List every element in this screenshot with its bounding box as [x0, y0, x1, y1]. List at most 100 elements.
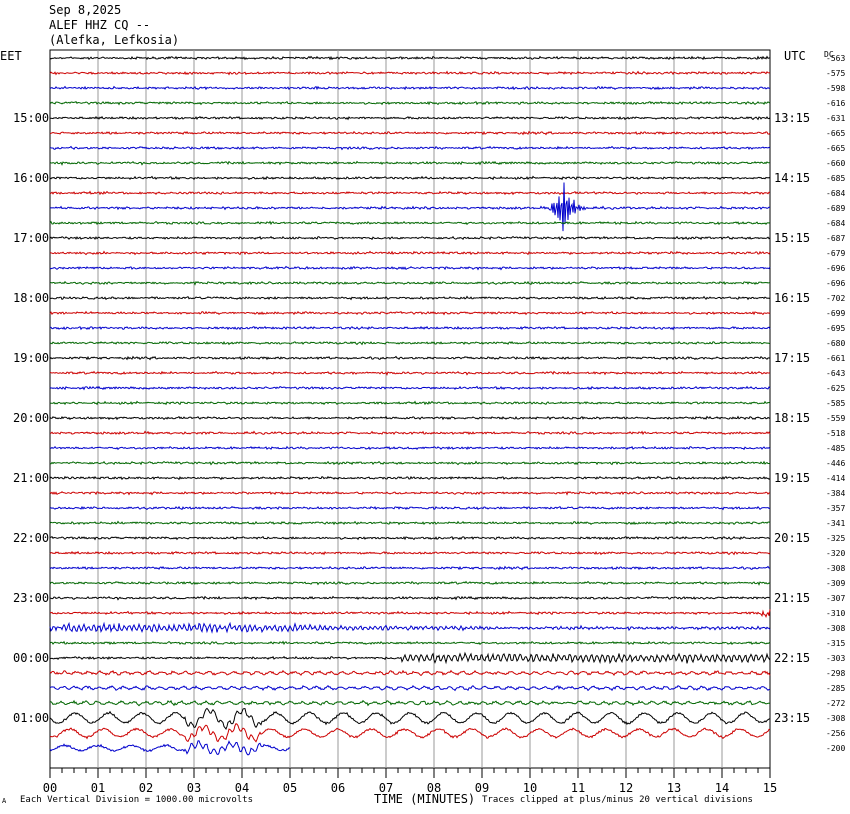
dc-offset-label-7: -660 [826, 159, 845, 168]
left-hour-label-9: 00:00 [13, 651, 49, 665]
trace-row-40 [49, 651, 771, 665]
x-tick-label-4: 04 [235, 781, 249, 795]
left-hour-label-4: 19:00 [13, 351, 49, 365]
trace-row-34 [49, 565, 771, 571]
trace-row-31 [49, 520, 771, 526]
trace-row-4 [50, 115, 771, 121]
x-tick-label-13: 13 [667, 781, 681, 795]
trace-row-35 [49, 580, 771, 586]
right-hour-label-0: 13:15 [774, 111, 810, 125]
trace-row-27 [49, 460, 771, 466]
left-hour-label-1: 16:00 [13, 171, 49, 185]
trace-row-22 [49, 385, 771, 391]
trace-row-33 [49, 550, 771, 556]
x-tick-label-7: 07 [379, 781, 393, 795]
dc-offset-label-38: -308 [826, 624, 845, 633]
dc-offset-label-22: -625 [826, 384, 845, 393]
trace-row-14 [49, 265, 771, 271]
dc-offset-label-6: -665 [826, 144, 845, 153]
left-hour-label-2: 17:00 [13, 231, 49, 245]
trace-row-46 [49, 740, 291, 756]
header-station: ALEF HHZ CQ -- [49, 18, 151, 32]
x-tick-label-5: 05 [283, 781, 297, 795]
dc-offset-label-23: -585 [826, 399, 845, 408]
dc-offset-label-0: -563 [826, 54, 845, 63]
dc-offset-label-34: -308 [826, 564, 845, 573]
dc-offset-label-10: -689 [826, 204, 845, 213]
x-tick-label-9: 09 [475, 781, 489, 795]
dc-offset-label-4: -631 [826, 114, 845, 123]
trace-row-28 [49, 475, 771, 481]
dc-offset-label-2: -598 [826, 84, 845, 93]
dc-offset-label-20: -661 [826, 354, 845, 363]
trace-row-30 [49, 505, 771, 511]
dc-offset-label-42: -285 [826, 684, 845, 693]
dc-offset-label-18: -695 [826, 324, 845, 333]
trace-row-25 [50, 430, 771, 436]
dc-offset-label-45: -256 [826, 729, 845, 738]
dc-offset-label-39: -315 [826, 639, 845, 648]
dc-offset-label-26: -485 [826, 444, 845, 453]
x-tick-label-10: 10 [523, 781, 537, 795]
trace-row-36 [49, 595, 771, 601]
x-tick-label-8: 08 [427, 781, 441, 795]
trace-row-23 [49, 400, 771, 406]
dc-offset-label-15: -696 [826, 279, 845, 288]
trace-row-15 [49, 280, 771, 286]
dc-offset-label-35: -309 [826, 579, 845, 588]
trace-row-42 [49, 684, 771, 692]
dc-offset-label-9: -684 [826, 189, 845, 198]
clipping-note: Traces clipped at plus/minus 20 vertical… [482, 795, 753, 805]
left-hour-label-10: 01:00 [13, 711, 49, 725]
dc-offset-label-44: -308 [826, 714, 845, 723]
right-hour-label-3: 16:15 [774, 291, 810, 305]
trace-row-6 [49, 145, 771, 151]
dc-offset-label-32: -325 [826, 534, 845, 543]
plot-frame [49, 49, 771, 769]
trace-row-43 [49, 699, 771, 707]
right-hour-label-4: 17:15 [774, 351, 810, 365]
trace-row-18 [49, 325, 771, 331]
dc-offset-label-12: -687 [826, 234, 845, 243]
x-tick-label-12: 12 [619, 781, 633, 795]
dc-offset-label-16: -702 [826, 294, 845, 303]
dc-offset-label-33: -320 [826, 549, 845, 558]
trace-row-10 [49, 182, 771, 232]
trace-row-19 [49, 340, 771, 346]
dc-offset-label-31: -341 [826, 519, 845, 528]
trace-row-32 [49, 536, 771, 541]
dc-offset-label-14: -696 [826, 264, 845, 273]
trace-row-12 [49, 235, 771, 241]
dc-offset-label-27: -446 [826, 459, 845, 468]
dc-header-label: DC [824, 50, 834, 59]
dc-offset-label-21: -643 [826, 369, 845, 378]
trace-row-0 [49, 55, 771, 61]
right-hour-label-8: 21:15 [774, 591, 810, 605]
trace-row-41 [49, 669, 771, 677]
right-hour-label-2: 15:15 [774, 231, 810, 245]
dc-offset-label-3: -616 [826, 99, 845, 108]
right-hour-label-10: 23:15 [774, 711, 810, 725]
x-tick-label-3: 03 [187, 781, 201, 795]
vertical-division-note: Each Vertical Division = 1000.00 microvo… [20, 795, 253, 805]
x-tick-label-15: 15 [763, 781, 777, 795]
dc-offset-label-41: -298 [826, 669, 845, 678]
x-tick-label-6: 06 [331, 781, 345, 795]
left-hour-label-5: 20:00 [13, 411, 49, 425]
dc-offset-label-25: -518 [826, 429, 845, 438]
left-hour-label-6: 21:00 [13, 471, 49, 485]
dc-offset-label-8: -685 [826, 174, 845, 183]
trace-row-29 [49, 490, 771, 496]
dc-offset-label-40: -303 [826, 654, 845, 663]
trace-row-16 [49, 295, 771, 301]
left-hour-label-8: 23:00 [13, 591, 49, 605]
dc-offset-label-28: -414 [826, 474, 845, 483]
x-tick-label-2: 02 [139, 781, 153, 795]
right-hour-label-6: 19:15 [774, 471, 810, 485]
x-tick-label-1: 01 [91, 781, 105, 795]
dc-offset-label-24: -559 [826, 414, 845, 423]
right-hour-label-1: 14:15 [774, 171, 810, 185]
left-timezone-label: EET [0, 49, 22, 63]
trace-row-8 [49, 175, 771, 181]
